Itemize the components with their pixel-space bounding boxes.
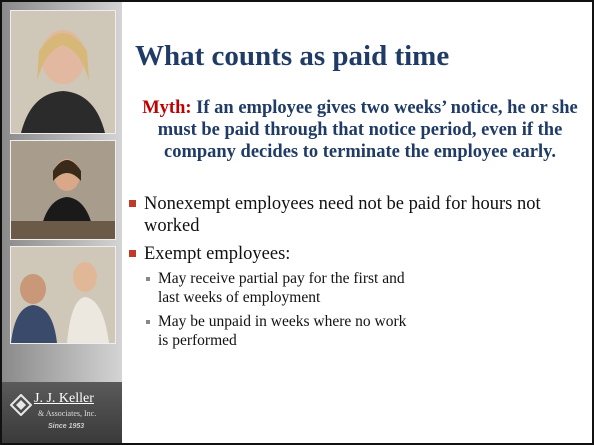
bullet: Exempt employees: May receive partial pay… — [128, 243, 558, 350]
photo-art — [11, 247, 115, 343]
bullet-text: Exempt employees: — [144, 244, 290, 264]
photo — [10, 10, 116, 134]
sub-bullet: May receive partial pay for the first an… — [144, 269, 414, 307]
myth-text: If an employee gives two weeks’ notice, … — [158, 98, 578, 162]
photo — [10, 246, 116, 344]
photo — [10, 140, 116, 240]
bullet: Nonexempt employees need not be paid for… — [128, 193, 558, 237]
photo-art — [11, 141, 115, 239]
bullet-text: Nonexempt employees need not be paid for… — [144, 194, 541, 236]
logo-mark — [10, 394, 32, 416]
logo: J. J. Keller & Associates, Inc. Since 19… — [2, 382, 122, 443]
myth-label: Myth: — [142, 98, 191, 118]
bullet-list: Nonexempt employees need not be paid for… — [128, 193, 558, 356]
photo-art — [11, 11, 115, 133]
sub-list: May receive partial pay for the first an… — [144, 269, 414, 350]
logo-company: & Associates, Inc. — [38, 409, 96, 418]
logo-name: J. J. Keller — [34, 391, 94, 407]
sub-bullet: May be unpaid in weeks where no work is … — [144, 312, 414, 350]
sidebar — [2, 2, 122, 443]
logo-since: Since 1953 — [48, 423, 84, 430]
myth: Myth: If an employee gives two weeks’ no… — [130, 97, 590, 163]
slide-title: What counts as paid time — [135, 40, 449, 73]
slide: J. J. Keller & Associates, Inc. Since 19… — [0, 0, 594, 445]
